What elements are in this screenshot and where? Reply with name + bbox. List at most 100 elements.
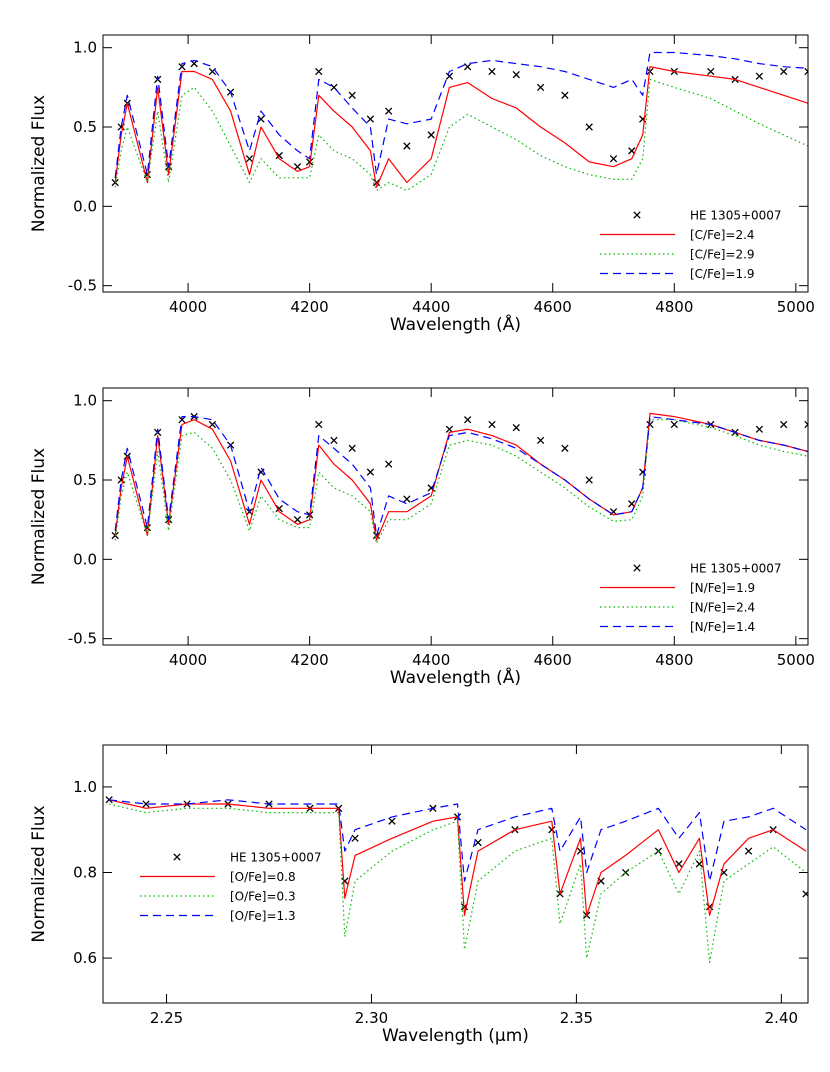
axes-frame xyxy=(102,387,809,646)
data-point xyxy=(585,476,593,484)
panel: 2.25 2.30 2.35 2.40 0.6 0.8 1.0 Wavelength (μm)… xyxy=(29,744,809,1046)
data-point xyxy=(755,72,764,80)
legend-label: [O/Fe]=0.8 xyxy=(230,870,296,884)
axes-frame xyxy=(102,34,809,293)
legend-label: HE 1305+0007 xyxy=(230,851,322,865)
data-point xyxy=(609,155,618,163)
y-tick-label: 0.6 xyxy=(73,949,97,967)
data-point xyxy=(780,420,788,429)
data-point xyxy=(463,416,472,424)
data-point xyxy=(348,444,356,452)
data-point xyxy=(315,67,323,76)
plot-area xyxy=(111,51,808,192)
spectrum-line xyxy=(114,412,808,541)
legend-label: HE 1305+0007 xyxy=(690,209,782,223)
plot-area xyxy=(111,412,808,545)
spectrum-line xyxy=(109,799,807,882)
y-tick-label: 0.5 xyxy=(73,118,97,136)
data-point xyxy=(646,420,654,429)
data-point xyxy=(366,115,375,123)
data-point xyxy=(403,142,411,150)
legend-label: [N/Fe]=1.9 xyxy=(690,581,755,595)
data-point xyxy=(275,151,283,160)
x-tick-label: 2.40 xyxy=(765,1009,798,1027)
data-point xyxy=(111,178,119,187)
x-tick-label: 4000 xyxy=(169,651,207,669)
legend-label: [N/Fe]=1.4 xyxy=(690,620,755,634)
data-point xyxy=(536,436,545,445)
data-point xyxy=(293,516,302,524)
x-tick-label: 4400 xyxy=(412,298,450,316)
legend-marker xyxy=(633,564,641,572)
y-tick-label: 0.8 xyxy=(73,864,97,882)
y-tick-label: -0.5 xyxy=(68,630,97,648)
data-point xyxy=(488,67,496,76)
x-axis-label: Wavelength (μm) xyxy=(382,1026,529,1046)
data-point xyxy=(245,155,254,163)
data-point xyxy=(445,425,454,433)
data-point xyxy=(348,91,356,99)
x-tick-label: 4200 xyxy=(291,651,329,669)
spectrum-line xyxy=(108,799,807,916)
x-tick-label: 4600 xyxy=(534,298,572,316)
legend: HE 1305+0007 [N/Fe]=1.9 [N/Fe]=2.4 [N/Fe]=1… xyxy=(600,562,782,634)
data-point xyxy=(744,847,753,855)
data-point xyxy=(512,424,520,432)
data-point xyxy=(366,468,375,476)
spectrum-line xyxy=(108,803,807,963)
spectrum-line xyxy=(114,66,808,188)
data-point xyxy=(388,817,396,825)
data-point xyxy=(675,860,683,868)
data-point xyxy=(293,163,302,171)
legend: HE 1305+0007 [C/Fe]=2.4 [C/Fe]=2.9 [C/Fe]=1… xyxy=(600,209,782,281)
legend-label: [C/Fe]=2.4 xyxy=(690,228,755,242)
y-axis-label: Normalized Flux xyxy=(29,448,49,585)
data-point xyxy=(208,420,217,429)
spectrum-line xyxy=(114,51,808,178)
legend-marker xyxy=(633,211,641,219)
spectrum-line xyxy=(114,78,808,192)
x-tick-label: 4800 xyxy=(655,651,693,669)
x-tick-label: 4000 xyxy=(169,298,207,316)
legend-label: [O/Fe]=0.3 xyxy=(230,890,296,904)
x-tick-label: 2.35 xyxy=(560,1009,593,1027)
y-tick-label: 1.0 xyxy=(73,39,97,57)
data-point xyxy=(330,436,338,445)
spectrum-line xyxy=(114,419,808,545)
data-point xyxy=(802,890,808,898)
data-point xyxy=(576,847,585,855)
data-point xyxy=(474,838,482,847)
data-point xyxy=(384,107,393,115)
legend-label: [C/Fe]=2.9 xyxy=(690,248,755,262)
data-point xyxy=(561,444,569,452)
data-point xyxy=(707,67,715,76)
y-tick-label: 1.0 xyxy=(73,778,97,796)
data-point xyxy=(804,420,808,429)
data-point xyxy=(275,504,283,513)
data-point xyxy=(315,420,323,429)
spectrum-line xyxy=(114,416,808,537)
x-tick-label: 5000 xyxy=(777,298,815,316)
data-point xyxy=(257,115,265,123)
data-point xyxy=(755,425,764,433)
x-tick-label: 5000 xyxy=(777,651,815,669)
data-point xyxy=(488,420,496,429)
data-point xyxy=(512,71,520,79)
data-point xyxy=(804,67,808,76)
x-tick-label: 2.30 xyxy=(355,1009,388,1027)
y-axis-label: Normalized Flux xyxy=(29,95,49,232)
x-tick-label: 4200 xyxy=(291,298,329,316)
data-point xyxy=(548,826,556,834)
x-axis-label: Wavelength (Å) xyxy=(390,666,521,688)
legend-label: [C/Fe]=1.9 xyxy=(690,267,755,281)
legend-label: [N/Fe]=2.4 xyxy=(690,601,755,615)
data-point xyxy=(384,460,393,468)
data-point xyxy=(536,83,545,92)
data-point xyxy=(111,531,119,540)
data-point xyxy=(427,131,435,139)
data-point xyxy=(372,531,381,540)
y-tick-label: 1.0 xyxy=(73,392,97,410)
x-axis-label: Wavelength (Å) xyxy=(390,313,521,335)
data-point xyxy=(142,800,150,808)
x-tick-label: 4800 xyxy=(655,298,693,316)
